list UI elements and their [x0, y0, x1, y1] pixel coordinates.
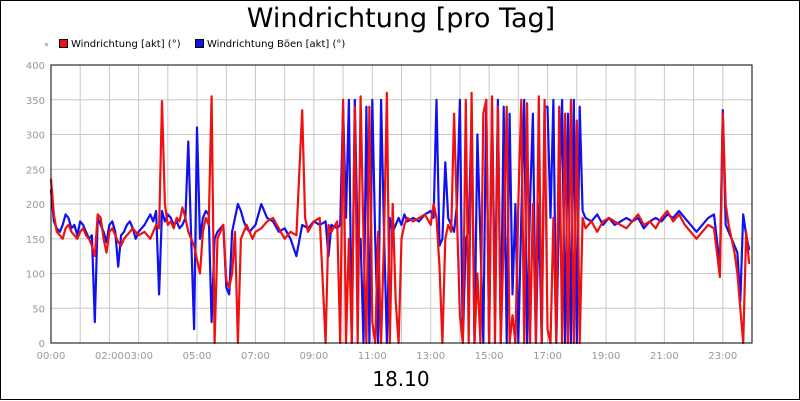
x-tick-label: 03:00 — [124, 351, 153, 362]
plot-border — [50, 64, 753, 344]
date-label: 18.10 — [372, 367, 430, 391]
x-tick-label: 15:00 — [475, 351, 504, 362]
x-tick-labels: 00:00 02:00 03:00 05:00 07:00 09:00 11:00 13:00… — [37, 351, 738, 362]
y-tick-label: 100 — [26, 270, 45, 281]
plot-frame-layer — [50, 64, 753, 344]
x-tick-label: 05:00 — [183, 351, 212, 362]
x-tick-label: 09:00 — [299, 351, 328, 362]
y-tick-labels: 0 50 100 150 200 250 300 350 400 — [26, 61, 45, 350]
x-tick-label: 17:00 — [533, 351, 562, 362]
x-tick-label: 23:00 — [708, 351, 737, 362]
legend-item-gust-direction: Windrichtung Böen [akt] (°) — [195, 39, 345, 50]
y-tick-label: 150 — [26, 235, 45, 246]
x-tick-label: 02:00 — [95, 351, 124, 362]
legend-marker-dot — [45, 43, 48, 46]
legend-label-wind-direction: Windrichtung [akt] (°) — [71, 39, 181, 50]
x-tick-label: 11:00 — [358, 351, 387, 362]
legend-label-gust-direction: Windrichtung Böen [akt] (°) — [207, 39, 346, 50]
x-tick-label: 00:00 — [37, 351, 66, 362]
y-tick-label: 350 — [26, 96, 45, 107]
y-tick-label: 400 — [26, 61, 45, 72]
y-tick-label: 50 — [32, 304, 45, 315]
x-tick-label: 07:00 — [241, 351, 270, 362]
y-tick-label: 300 — [26, 131, 45, 142]
y-tick-label: 250 — [26, 165, 45, 176]
y-tick-label: 200 — [26, 200, 45, 211]
series-line-gust-direction — [49, 98, 751, 345]
y-tick-label: 0 — [39, 339, 45, 350]
legend-item-wind-direction: Windrichtung [akt] (°) — [59, 39, 181, 50]
legend-swatch-red — [59, 39, 68, 48]
chart-title: Windrichtung [pro Tag] — [246, 3, 556, 34]
x-tick-label: 19:00 — [592, 351, 621, 362]
x-tick-label: 21:00 — [650, 351, 679, 362]
legend-swatch-blue — [195, 39, 204, 48]
grid-layer — [50, 64, 753, 344]
x-tick-label: 13:00 — [416, 351, 445, 362]
